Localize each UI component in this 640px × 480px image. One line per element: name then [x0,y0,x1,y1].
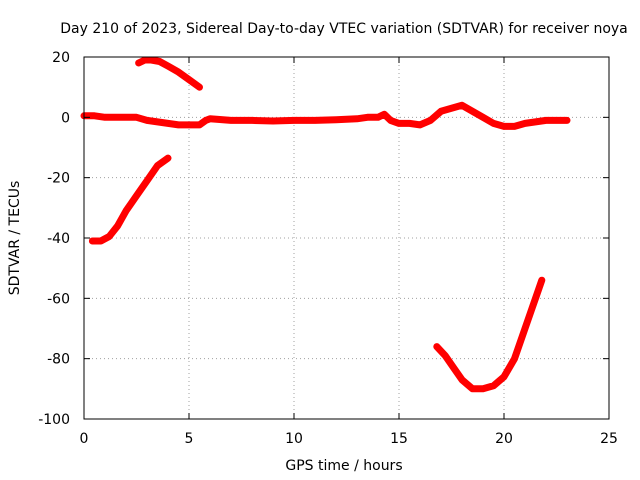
x-tick-label: 5 [185,431,194,447]
series-line-arc-1 [80,101,571,130]
series-line-arc-2 [135,56,203,91]
x-tick-label: 20 [495,431,513,447]
series-line-arc-4 [433,276,546,393]
y-tick-label: -60 [47,291,70,307]
chart-title: Day 210 of 2023, Sidereal Day-to-day VTE… [60,21,628,37]
y-axis-label: SDTVAR / TECUs [7,181,23,296]
y-tick-label: 0 [61,110,70,126]
y-tick-label: 20 [52,50,70,66]
y-tick-label: -40 [47,231,70,247]
series-line-arc-3 [88,154,172,245]
y-tick-label: -80 [47,352,70,368]
series-group [80,56,571,393]
x-tick-label: 25 [600,431,618,447]
x-tick-label: 15 [390,431,408,447]
y-tick-label: -100 [38,412,70,428]
y-tick-label: -20 [47,171,70,187]
x-tick-label: 0 [80,431,89,447]
x-axis-label: GPS time / hours [285,458,402,474]
tick-labels: 0 5 10 15 20 25 -100 -80 -60 -40 -20 0 20 [38,50,618,447]
x-tick-label: 10 [285,431,303,447]
